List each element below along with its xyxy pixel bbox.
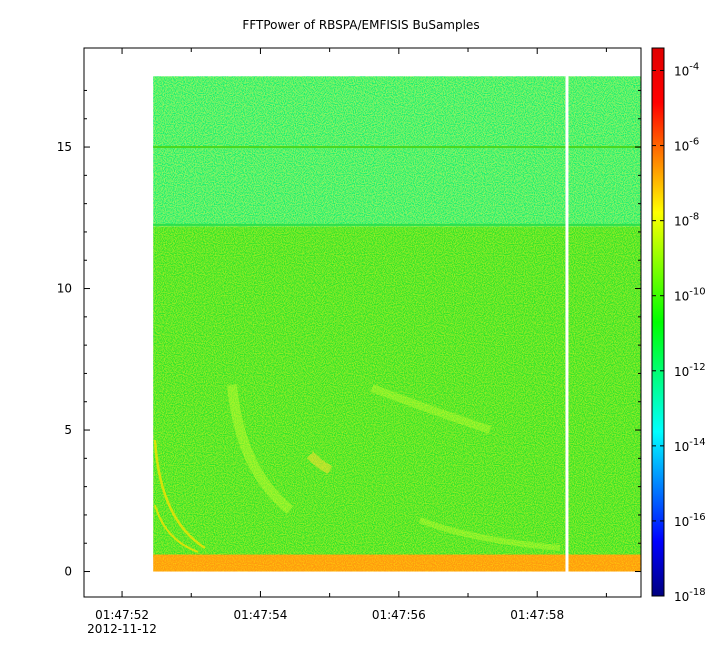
whistler-trace-2 — [154, 504, 199, 553]
x-tick-label: 01:47:58 — [510, 608, 564, 622]
colorbar-tick-label: 10-10 — [674, 287, 706, 304]
colorbar-axis: 10-18 10-16 10-14 10-12 10-10 10-8 10-6 10-4 — [652, 62, 706, 604]
y-tick-label: 0 — [64, 565, 72, 579]
colorbar-tick-label: 10-18 — [674, 587, 706, 604]
colorbar-tick-label: 10-8 — [674, 212, 699, 229]
y-tick-label: 15 — [57, 140, 72, 154]
plot-area — [153, 75, 641, 573]
whistler-trace-1 — [153, 439, 206, 550]
spectral-lines — [153, 146, 641, 226]
colorbar-tick-label: 10-16 — [674, 512, 706, 529]
chorus-emission-3 — [306, 451, 333, 475]
colorbar-tick-label: 10-6 — [674, 137, 699, 154]
chorus-emission-4 — [418, 517, 561, 551]
colorbar — [651, 47, 665, 597]
data-gap — [565, 75, 569, 573]
spectrogram-band — [153, 226, 641, 558]
spectrogram-band — [153, 554, 641, 572]
x-tick-date-label: 2012-11-12 — [87, 622, 157, 636]
colorbar-tick-label: 10-12 — [674, 362, 706, 379]
colorbar-tick-label: 10-4 — [674, 62, 699, 79]
chorus-emission-2 — [370, 384, 492, 434]
plot-frame — [83, 47, 642, 598]
y-axis: 0 5 10 15 — [57, 89, 641, 579]
x-tick-label: 01:47:56 — [372, 608, 426, 622]
y-tick-label: 10 — [57, 282, 72, 296]
x-tick-label: 01:47:54 — [233, 608, 287, 622]
spectrogram-bands — [153, 76, 641, 572]
chorus-emission-1 — [227, 384, 294, 514]
spectrogram-band — [153, 76, 641, 227]
y-tick-label: 5 — [64, 423, 72, 437]
spectrogram-features — [153, 384, 561, 553]
colorbar-tick-label: 10-14 — [674, 437, 706, 454]
x-tick-label: 01:47:52 — [95, 608, 149, 622]
chart-title: FFTPower of RBSPA/EMFISIS BuSamples — [242, 18, 479, 32]
